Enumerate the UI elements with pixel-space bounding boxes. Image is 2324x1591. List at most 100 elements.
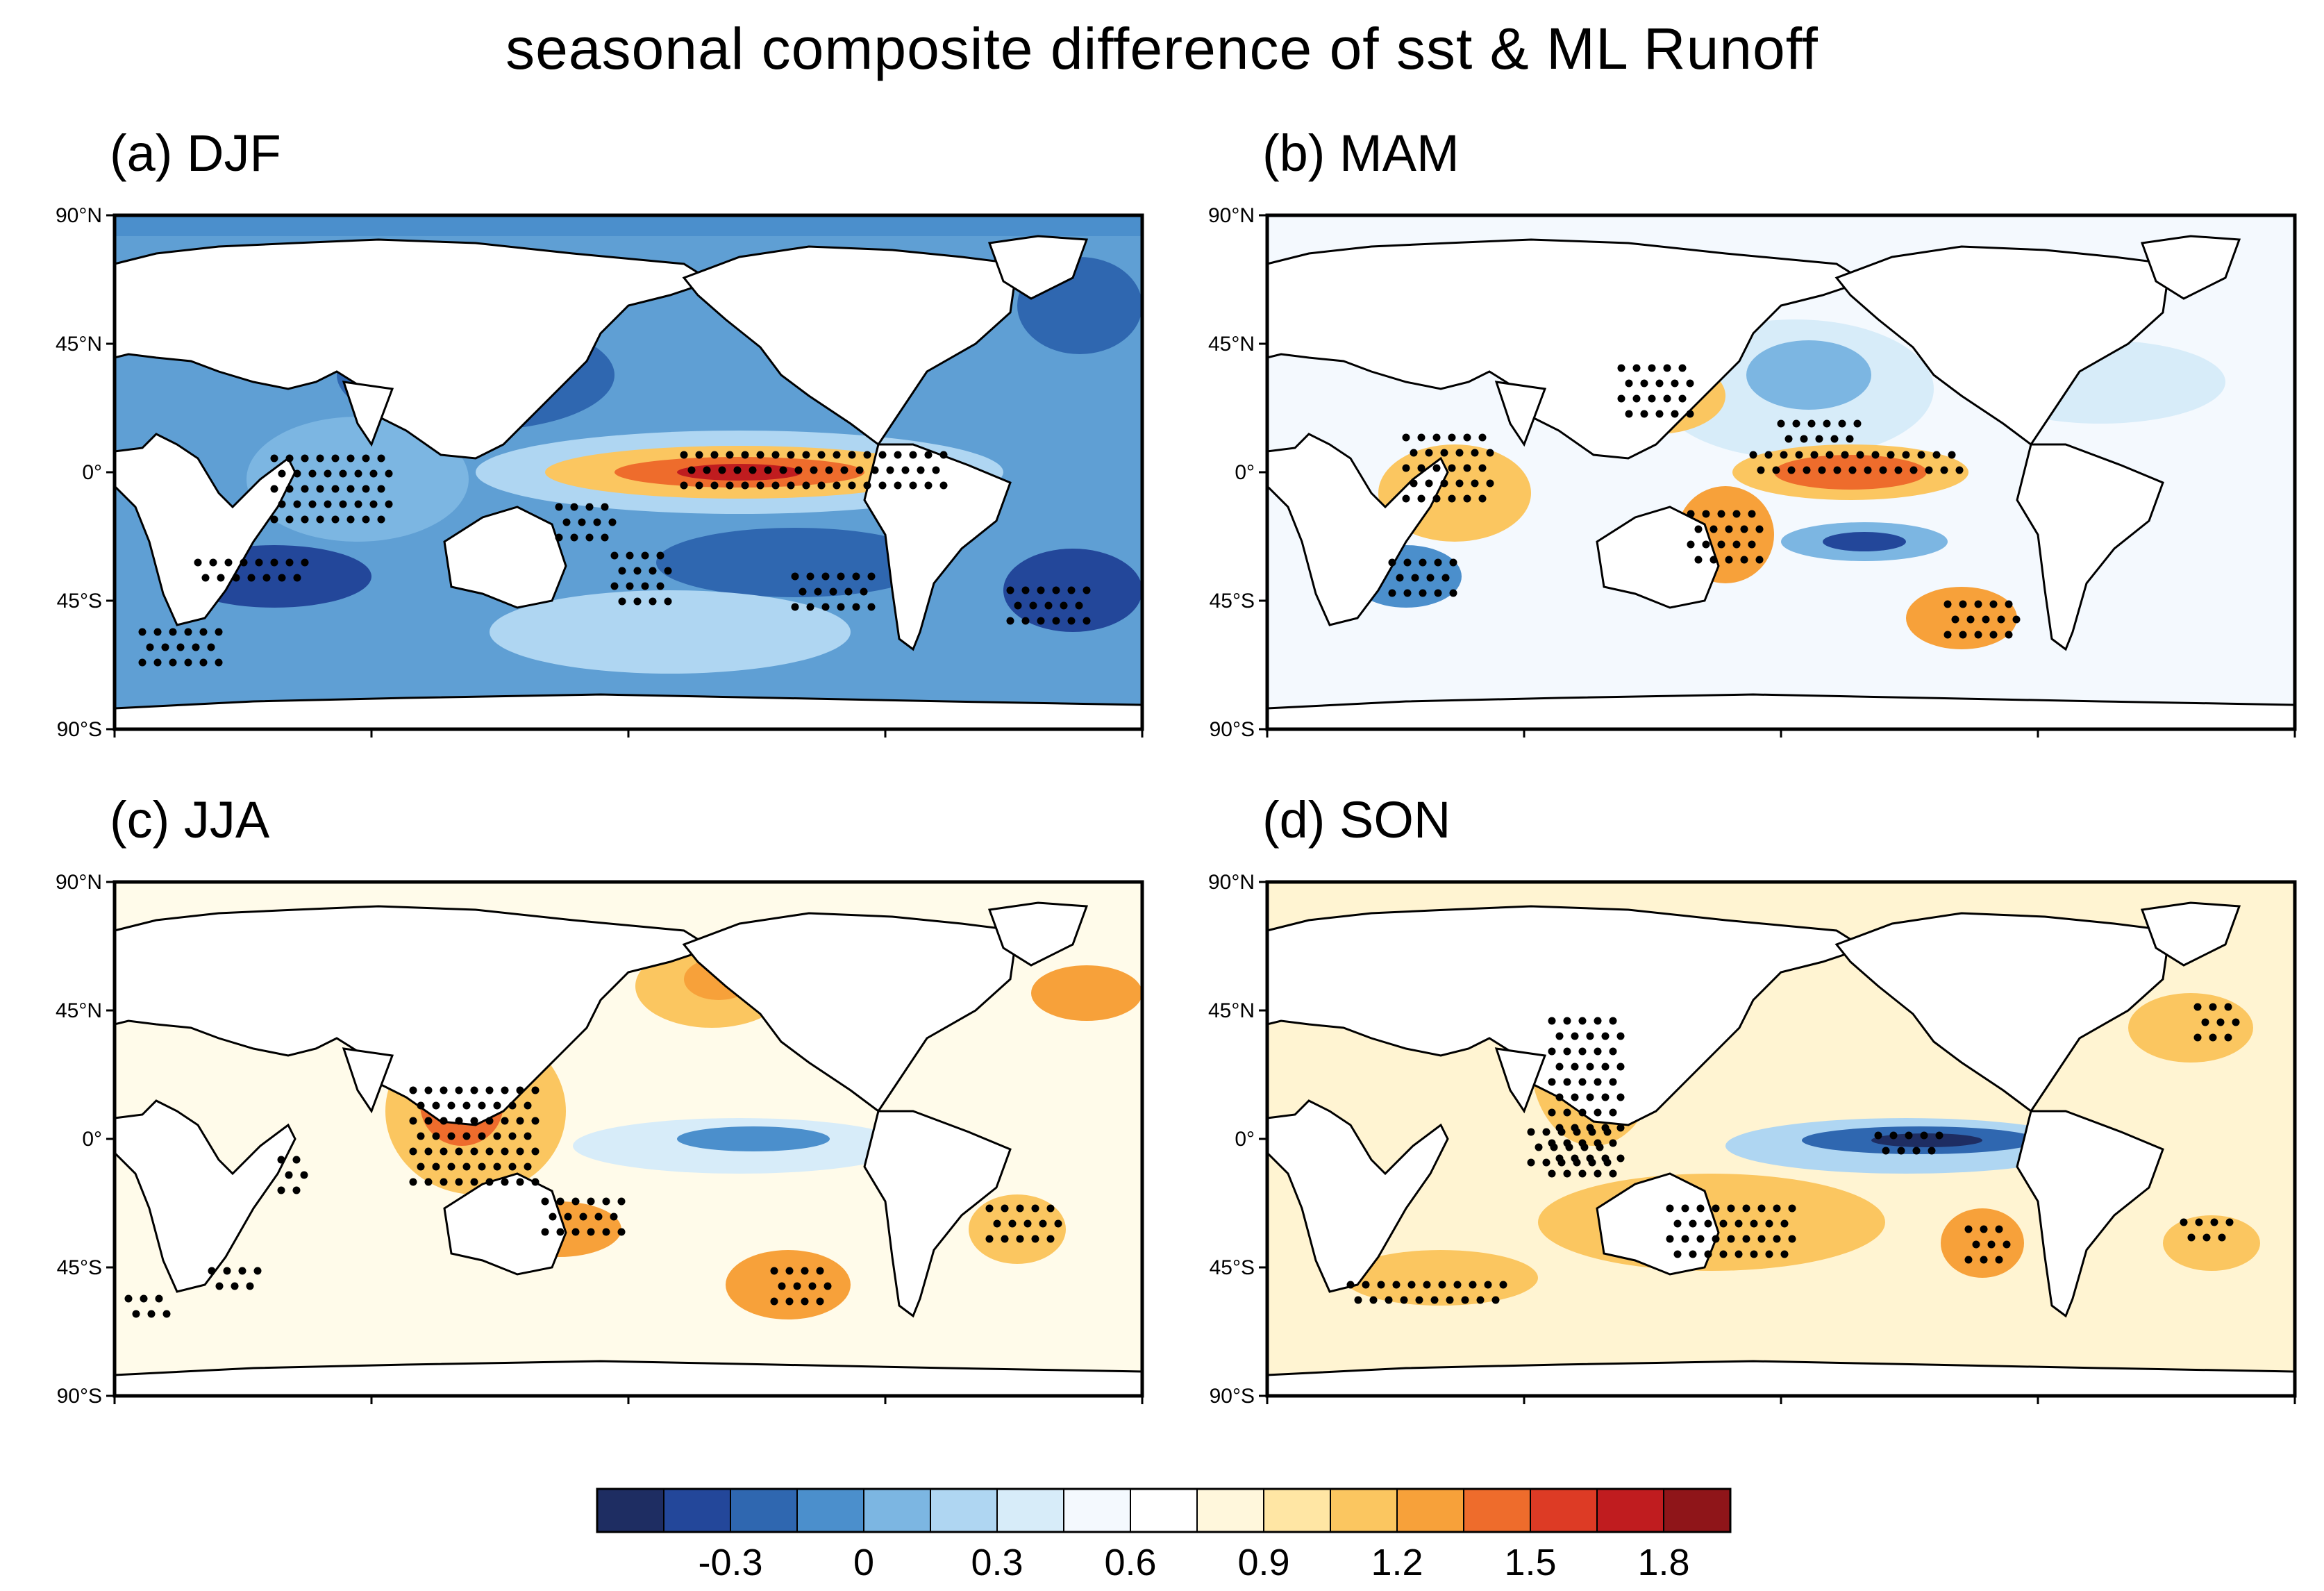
significance-dot — [1377, 1281, 1385, 1289]
significance-dot — [1709, 556, 1718, 564]
significance-dot — [837, 572, 845, 581]
significance-dot — [169, 658, 177, 667]
significance-dot — [829, 588, 837, 596]
significance-dot — [2232, 1018, 2240, 1026]
significance-dot — [1586, 1093, 1594, 1101]
significance-dot — [924, 481, 933, 490]
colorbar-swatch — [1530, 1488, 1598, 1533]
significance-dot — [1732, 510, 1741, 518]
significance-dot — [369, 469, 378, 478]
significance-dot — [2201, 1018, 2209, 1026]
significance-dot — [324, 469, 332, 478]
significance-dot — [564, 1213, 572, 1221]
significance-dot — [626, 551, 634, 560]
significance-dot — [863, 451, 871, 459]
significance-dot — [814, 588, 822, 596]
significance-dot — [1001, 1235, 1009, 1243]
significance-dot — [1727, 1235, 1735, 1243]
significance-dot — [1959, 600, 1967, 608]
significance-dot — [1555, 1063, 1564, 1071]
significance-dot — [593, 518, 601, 526]
significance-dot — [493, 1101, 501, 1110]
landmass-eurasia — [113, 238, 714, 460]
significance-dot — [1773, 1235, 1781, 1243]
significance-dot — [837, 603, 845, 611]
significance-dot — [1037, 586, 1045, 594]
significance-dot — [1548, 1078, 1556, 1086]
significance-dots — [138, 451, 1091, 667]
significance-dot — [301, 485, 309, 493]
significance-dot — [531, 1147, 540, 1156]
significance-dot — [1586, 1063, 1594, 1071]
significance-dot — [1044, 601, 1053, 610]
significance-dot — [1362, 1281, 1370, 1289]
significance-dot — [771, 481, 780, 490]
significance-dot — [1432, 494, 1441, 503]
significance-dot — [447, 1132, 455, 1140]
significance-dot — [1987, 1240, 1996, 1249]
significance-dot — [1696, 1235, 1705, 1243]
significance-dot — [1550, 1143, 1558, 1151]
significance-dot — [570, 533, 578, 542]
significance-dot — [1830, 435, 1839, 443]
significance-dot — [1001, 1204, 1009, 1213]
significance-dot — [1578, 1108, 1587, 1117]
significance-dot — [231, 1282, 239, 1290]
significance-dot — [2003, 1240, 2011, 1249]
significance-dot — [1463, 464, 1471, 472]
significance-dot — [417, 1132, 425, 1140]
landmass-north-america — [1834, 912, 2171, 1113]
significance-dot — [1889, 1131, 1898, 1140]
significance-dot — [277, 1186, 285, 1194]
significance-dot — [649, 597, 657, 606]
significance-dot — [656, 582, 664, 590]
significance-dot — [1920, 1131, 1928, 1140]
significance-dot — [316, 454, 324, 463]
significance-dot — [556, 1197, 565, 1206]
significance-dot — [785, 1267, 794, 1275]
significance-dot — [2005, 600, 2013, 608]
significance-dot — [1563, 1169, 1571, 1178]
significance-dot — [1411, 574, 1419, 582]
significance-dot — [1625, 379, 1633, 388]
significance-dot — [501, 1147, 509, 1156]
significance-dot — [1648, 394, 1656, 403]
significance-dot — [153, 628, 162, 636]
significance-dot — [1717, 540, 1725, 549]
colorbar-swatch — [1396, 1488, 1464, 1533]
significance-dot — [1773, 1204, 1781, 1213]
significance-dot — [169, 628, 177, 636]
significance-dot — [1571, 1032, 1579, 1040]
significance-dot — [1548, 1017, 1556, 1025]
significance-dot — [1423, 1281, 1431, 1289]
significance-dot — [447, 1101, 455, 1110]
significance-dot — [1403, 558, 1412, 567]
significance-dot — [1609, 1017, 1617, 1025]
significance-dot — [1807, 419, 1816, 428]
significance-dot — [1765, 1219, 1773, 1228]
significance-dot — [791, 603, 799, 611]
significance-dot — [802, 451, 810, 459]
significance-dot — [1780, 451, 1788, 459]
significance-dot — [855, 466, 864, 474]
significance-dot — [2012, 615, 2021, 624]
significance-dot — [985, 1235, 994, 1243]
significance-dot — [194, 558, 202, 567]
significance-dot — [1449, 558, 1457, 567]
significance-dot — [1419, 589, 1427, 597]
significance-dot — [687, 466, 696, 474]
significance-dot — [417, 1101, 425, 1110]
significance-dot — [555, 533, 563, 542]
significance-dot — [1594, 1017, 1602, 1025]
significance-dot — [331, 485, 340, 493]
significance-dot — [1940, 466, 1948, 474]
significance-dot — [1704, 1250, 1712, 1258]
significance-dot — [570, 503, 578, 511]
significance-dot — [656, 551, 664, 560]
significance-dot — [1014, 601, 1022, 610]
landmass-greenland — [2140, 901, 2241, 967]
significance-dot — [1616, 1032, 1625, 1040]
significance-dot — [262, 574, 271, 582]
significance-dot — [1815, 435, 1823, 443]
significance-dot — [1740, 525, 1748, 533]
